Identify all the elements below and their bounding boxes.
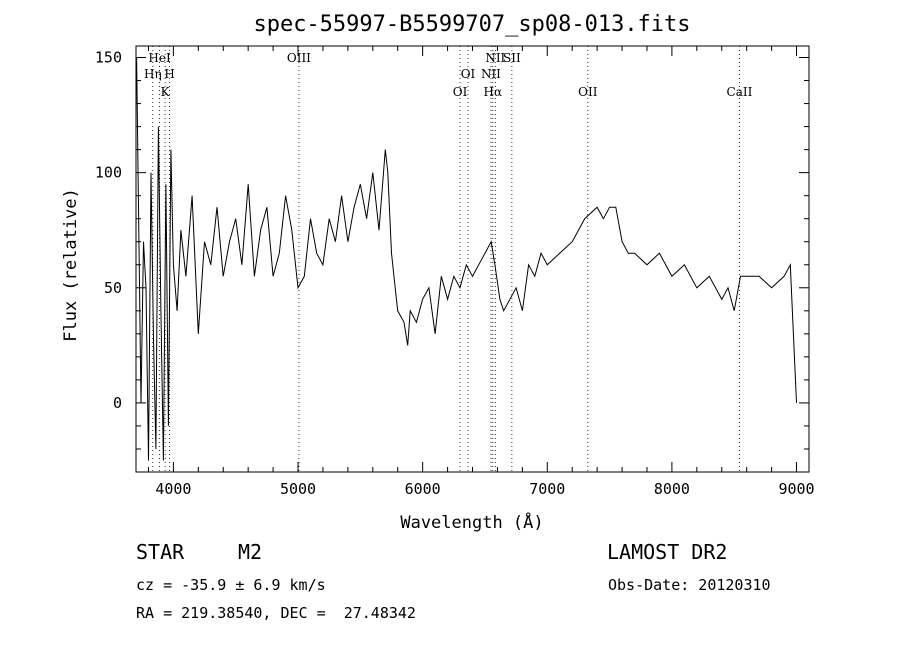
coordinates: RA = 219.38540, DEC = 27.48342 — [136, 604, 416, 622]
axis-ticks: 4000 5000 6000 7000 8000 9000 0 50 100 150 — [95, 46, 815, 498]
survey-name: LAMOST DR2 — [607, 540, 728, 564]
x-tick-label: 8000 — [654, 480, 690, 498]
object-class: STAR — [136, 540, 185, 564]
emission-line-label: H — [164, 67, 174, 81]
emission-line-label: NII — [481, 67, 501, 81]
x-axis-label: Wavelength (Å) — [400, 511, 543, 533]
y-tick-label: 0 — [113, 394, 122, 412]
plot-frame — [135, 45, 810, 473]
x-tick-label: 6000 — [405, 480, 441, 498]
emission-line-label: OIII — [287, 51, 311, 65]
emission-line-label: NII — [485, 51, 505, 65]
emission-line-label: K — [161, 85, 171, 99]
y-axis-label: Flux (relative) — [61, 188, 81, 342]
chart-title: spec-55997-B5599707_sp08-013.fits — [253, 12, 690, 37]
x-tick-label: 9000 — [778, 480, 814, 498]
obs-date: Obs-Date: 20120310 — [608, 576, 771, 594]
y-tick-label: 50 — [104, 279, 122, 297]
emission-line-label: OI — [461, 67, 476, 81]
y-tick-label: 150 — [95, 49, 122, 67]
redshift-text: cz = -35.9 ± 6.9 km/s — [136, 576, 326, 594]
object-subclass: M2 — [238, 540, 263, 564]
emission-line-label: CaII — [727, 85, 753, 99]
emission-line-label: OII — [578, 85, 598, 99]
emission-line-label: Hα — [484, 85, 503, 99]
y-tick-label: 100 — [95, 164, 122, 182]
emission-line-label: OI — [453, 85, 468, 99]
spectrum-series-line — [136, 57, 797, 461]
x-tick-label: 5000 — [280, 480, 316, 498]
emission-line-label: HeI — [148, 51, 171, 65]
emission-line-label: Hη — [144, 67, 162, 81]
x-tick-label: 4000 — [155, 480, 191, 498]
x-tick-label: 7000 — [529, 480, 565, 498]
emission-line-label: SII — [503, 51, 521, 65]
